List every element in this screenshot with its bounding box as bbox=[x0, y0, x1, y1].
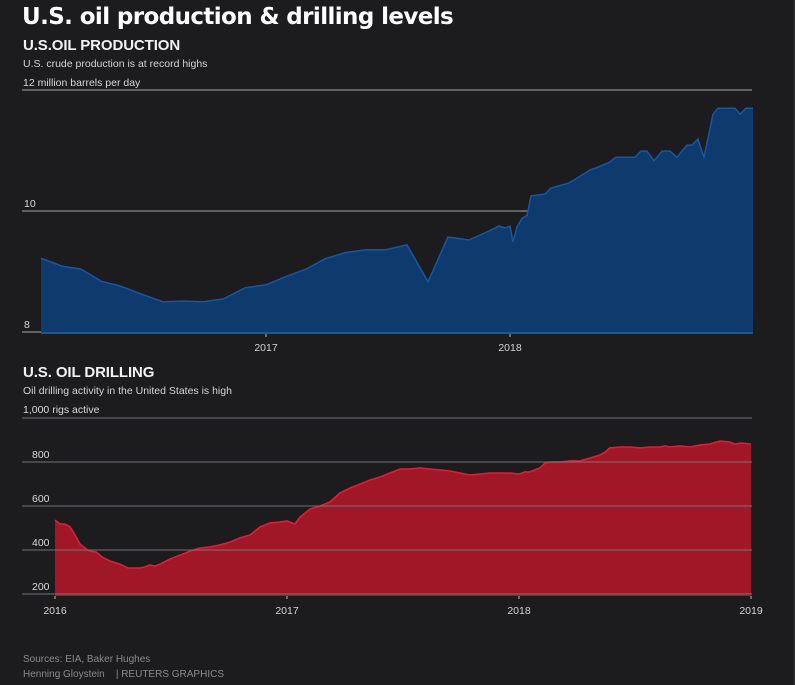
drilling-x-tick-label: 2016 bbox=[43, 605, 67, 617]
production-x-tick-label: 2018 bbox=[498, 342, 522, 354]
drilling-y-tick-label: 600 bbox=[32, 493, 50, 505]
drilling-y-tick-label: 400 bbox=[32, 537, 50, 549]
production-y-tick-label: 8 bbox=[24, 319, 30, 331]
drilling-y-tick-label: 200 bbox=[32, 581, 50, 593]
drilling-title: U.S. OIL DRILLING bbox=[23, 364, 155, 381]
drilling-x-tick-label: 2019 bbox=[739, 605, 763, 617]
drilling-y-tick-label: 800 bbox=[32, 449, 50, 461]
production-y-tick-label: 10 bbox=[24, 198, 36, 210]
drilling-area bbox=[55, 441, 751, 596]
production-title: U.S.OIL PRODUCTION bbox=[23, 37, 181, 54]
production-line bbox=[40, 107, 753, 303]
production-unit-label: 12 million barrels per day bbox=[23, 77, 141, 89]
drilling-subtitle: Oil drilling activity in the United Stat… bbox=[23, 385, 232, 397]
drilling-chart: 200 400 600 800 2016 2017 2018 2019 bbox=[22, 417, 763, 617]
production-x-tick-label: 2017 bbox=[254, 342, 278, 354]
production-area bbox=[41, 108, 753, 334]
drilling-unit-label: 1,000 rigs active bbox=[23, 404, 100, 416]
production-subtitle: U.S. crude production is at record highs bbox=[23, 58, 208, 70]
sources-note: Sources: EIA, Baker Hughes bbox=[23, 654, 151, 665]
right-edge bbox=[793, 0, 795, 685]
page-title: U.S. oil production & drilling levels bbox=[22, 4, 454, 30]
drilling-x-tick-label: 2017 bbox=[275, 605, 299, 617]
production-chart: 8 10 2017 2018 bbox=[22, 89, 754, 354]
credit-note: Henning Gloystein | REUTERS GRAPHICS bbox=[23, 669, 224, 680]
drilling-x-tick-label: 2018 bbox=[507, 605, 531, 617]
